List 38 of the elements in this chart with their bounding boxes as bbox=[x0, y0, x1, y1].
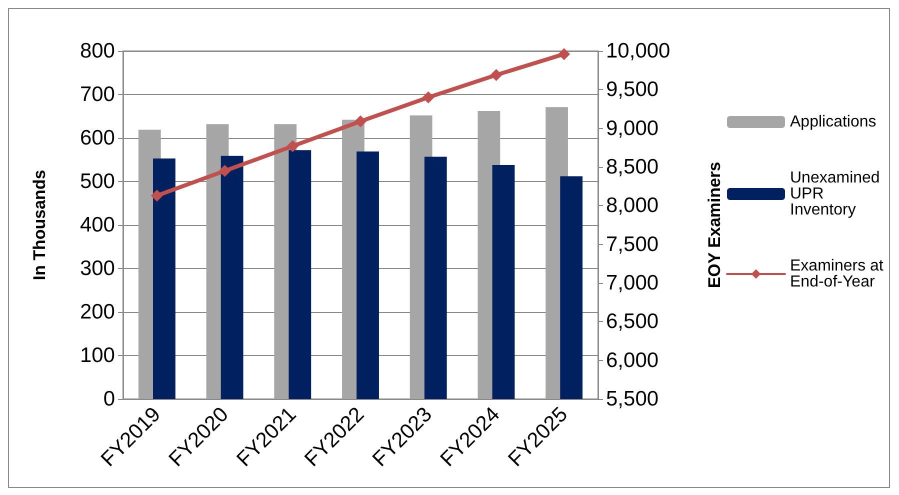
bar bbox=[153, 158, 176, 399]
y-axis-title: In Thousands bbox=[30, 170, 49, 280]
legend-label: Applications bbox=[790, 114, 876, 130]
y2-tick-label: 9,500 bbox=[606, 78, 659, 102]
point bbox=[422, 91, 434, 104]
point bbox=[490, 68, 502, 81]
y2-tick-label: 10,000 bbox=[606, 40, 670, 62]
point bbox=[286, 140, 299, 152]
y-tick-label: 500 bbox=[80, 170, 115, 193]
y-tick-label: 700 bbox=[80, 83, 115, 106]
y-tick-label: 0 bbox=[103, 388, 115, 410]
y2-tick-label: 7,500 bbox=[606, 232, 659, 256]
y2-tick-label: 5,500 bbox=[606, 388, 659, 410]
point bbox=[218, 164, 231, 177]
y-tick-label: 400 bbox=[80, 214, 115, 236]
y2-tick-label: 6,500 bbox=[606, 310, 659, 334]
y2-tick-label: 7,000 bbox=[606, 272, 659, 294]
y-tick-label: 300 bbox=[80, 257, 115, 280]
y-tick-label: 800 bbox=[80, 40, 115, 62]
y2-tick-label: 8,000 bbox=[606, 194, 659, 218]
legend-label: Unexamined UPR Inventory bbox=[790, 170, 884, 218]
y2-axis-title: EOY Examiners bbox=[705, 162, 724, 288]
y-tick-label: 100 bbox=[80, 344, 115, 367]
y2-tick-label: 8,500 bbox=[606, 156, 659, 178]
bar bbox=[424, 156, 447, 399]
bar bbox=[492, 164, 515, 399]
bar bbox=[288, 150, 312, 399]
bar bbox=[560, 176, 583, 399]
legend-label: Examiners at End-of-Year bbox=[790, 258, 888, 290]
y-tick-label: 200 bbox=[80, 300, 115, 324]
point bbox=[150, 190, 163, 202]
bar bbox=[220, 156, 244, 399]
point bbox=[558, 48, 570, 60]
bar bbox=[356, 151, 379, 399]
point bbox=[354, 115, 366, 128]
y-tick-label: 600 bbox=[80, 126, 115, 150]
y2-tick-label: 6,000 bbox=[606, 348, 659, 372]
y2-tick-label: 9,000 bbox=[606, 116, 659, 140]
